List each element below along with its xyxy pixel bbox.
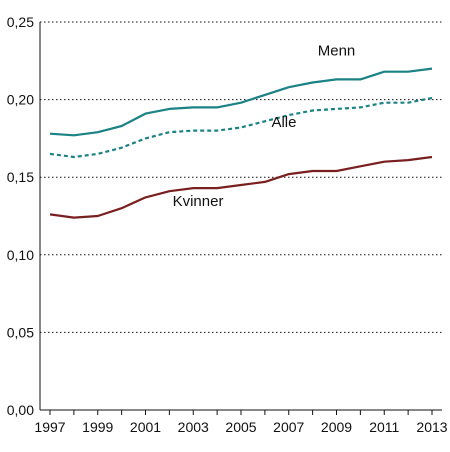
x-tick-label: 2009 bbox=[321, 419, 352, 435]
x-tick-label: 2005 bbox=[225, 419, 256, 435]
series-labels: Menn Alle Kvinner bbox=[173, 42, 356, 210]
y-tick-label: 0,05 bbox=[7, 324, 34, 340]
y-tick-label: 0,20 bbox=[7, 92, 34, 108]
y-tick-label: 0,10 bbox=[7, 247, 34, 263]
x-tick-label: 1997 bbox=[34, 419, 65, 435]
series-line-kvinner bbox=[49, 155, 433, 219]
x-tick-label: 1999 bbox=[82, 419, 113, 435]
x-tick-label: 2011 bbox=[369, 419, 399, 435]
y-tick-label: 0,25 bbox=[7, 14, 34, 30]
axes: 0,00 0,05 0,10 0,15 0,20 0,25 1997 1999 2001 2003… bbox=[7, 14, 448, 435]
series-line-menn bbox=[49, 67, 433, 137]
series-label-menn: Menn bbox=[318, 42, 356, 59]
series-line-alle bbox=[49, 96, 433, 159]
x-tick-label: 2013 bbox=[416, 419, 447, 435]
x-tick-label: 2007 bbox=[273, 419, 304, 435]
series-label-kvinner: Kvinner bbox=[173, 193, 224, 210]
gridlines bbox=[40, 21, 442, 333]
series-label-alle: Alle bbox=[271, 114, 296, 131]
x-tick-label: 2003 bbox=[178, 419, 209, 435]
series-lines bbox=[49, 67, 433, 219]
y-tick-label: 0,00 bbox=[7, 402, 34, 418]
y-tick-label: 0,15 bbox=[7, 169, 34, 185]
x-tick-label: 2001 bbox=[130, 419, 161, 435]
